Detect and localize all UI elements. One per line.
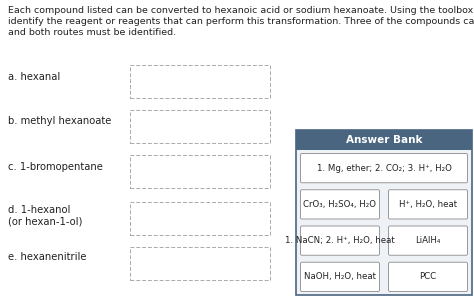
Text: LiAlH₄: LiAlH₄ (415, 236, 441, 245)
Bar (130, 247, 270, 280)
Text: 1. NaCN; 2. H⁺, H₂O, heat: 1. NaCN; 2. H⁺, H₂O, heat (285, 236, 395, 245)
Text: Answer Bank: Answer Bank (346, 135, 422, 145)
Text: identify the reagent or reagents that can perform this transformation. Three of : identify the reagent or reagents that ca… (8, 17, 474, 26)
Text: PCC: PCC (419, 272, 437, 281)
Text: c. 1-bromopentane: c. 1-bromopentane (8, 162, 103, 172)
FancyBboxPatch shape (301, 190, 380, 219)
Text: Each compound listed can be converted to hexanoic acid or sodium hexanoate. Usin: Each compound listed can be converted to… (8, 6, 474, 15)
FancyBboxPatch shape (389, 226, 467, 255)
FancyBboxPatch shape (301, 153, 467, 183)
Text: 1. Mg, ether; 2. CO₂; 3. H⁺, H₂O: 1. Mg, ether; 2. CO₂; 3. H⁺, H₂O (317, 164, 451, 173)
Bar (296, 130, 472, 295)
FancyBboxPatch shape (389, 262, 467, 292)
Text: b. methyl hexanoate: b. methyl hexanoate (8, 116, 111, 126)
Bar (130, 202, 270, 235)
Bar (130, 65, 270, 98)
Text: e. hexanenitrile: e. hexanenitrile (8, 252, 86, 262)
Text: d. 1-hexanol: d. 1-hexanol (8, 205, 70, 215)
Bar (130, 155, 270, 188)
Bar (130, 110, 270, 143)
Text: NaOH, H₂O, heat: NaOH, H₂O, heat (304, 272, 376, 281)
FancyBboxPatch shape (301, 226, 380, 255)
Text: (or hexan-1-ol): (or hexan-1-ol) (8, 216, 82, 226)
Text: H⁺, H₂O, heat: H⁺, H₂O, heat (399, 200, 457, 209)
FancyBboxPatch shape (389, 190, 467, 219)
Text: a. hexanal: a. hexanal (8, 72, 60, 82)
Text: CrO₃, H₂SO₄, H₂O: CrO₃, H₂SO₄, H₂O (303, 200, 376, 209)
Text: and both routes must be identified.: and both routes must be identified. (8, 28, 176, 37)
FancyBboxPatch shape (301, 262, 380, 292)
Bar (296, 130, 472, 150)
